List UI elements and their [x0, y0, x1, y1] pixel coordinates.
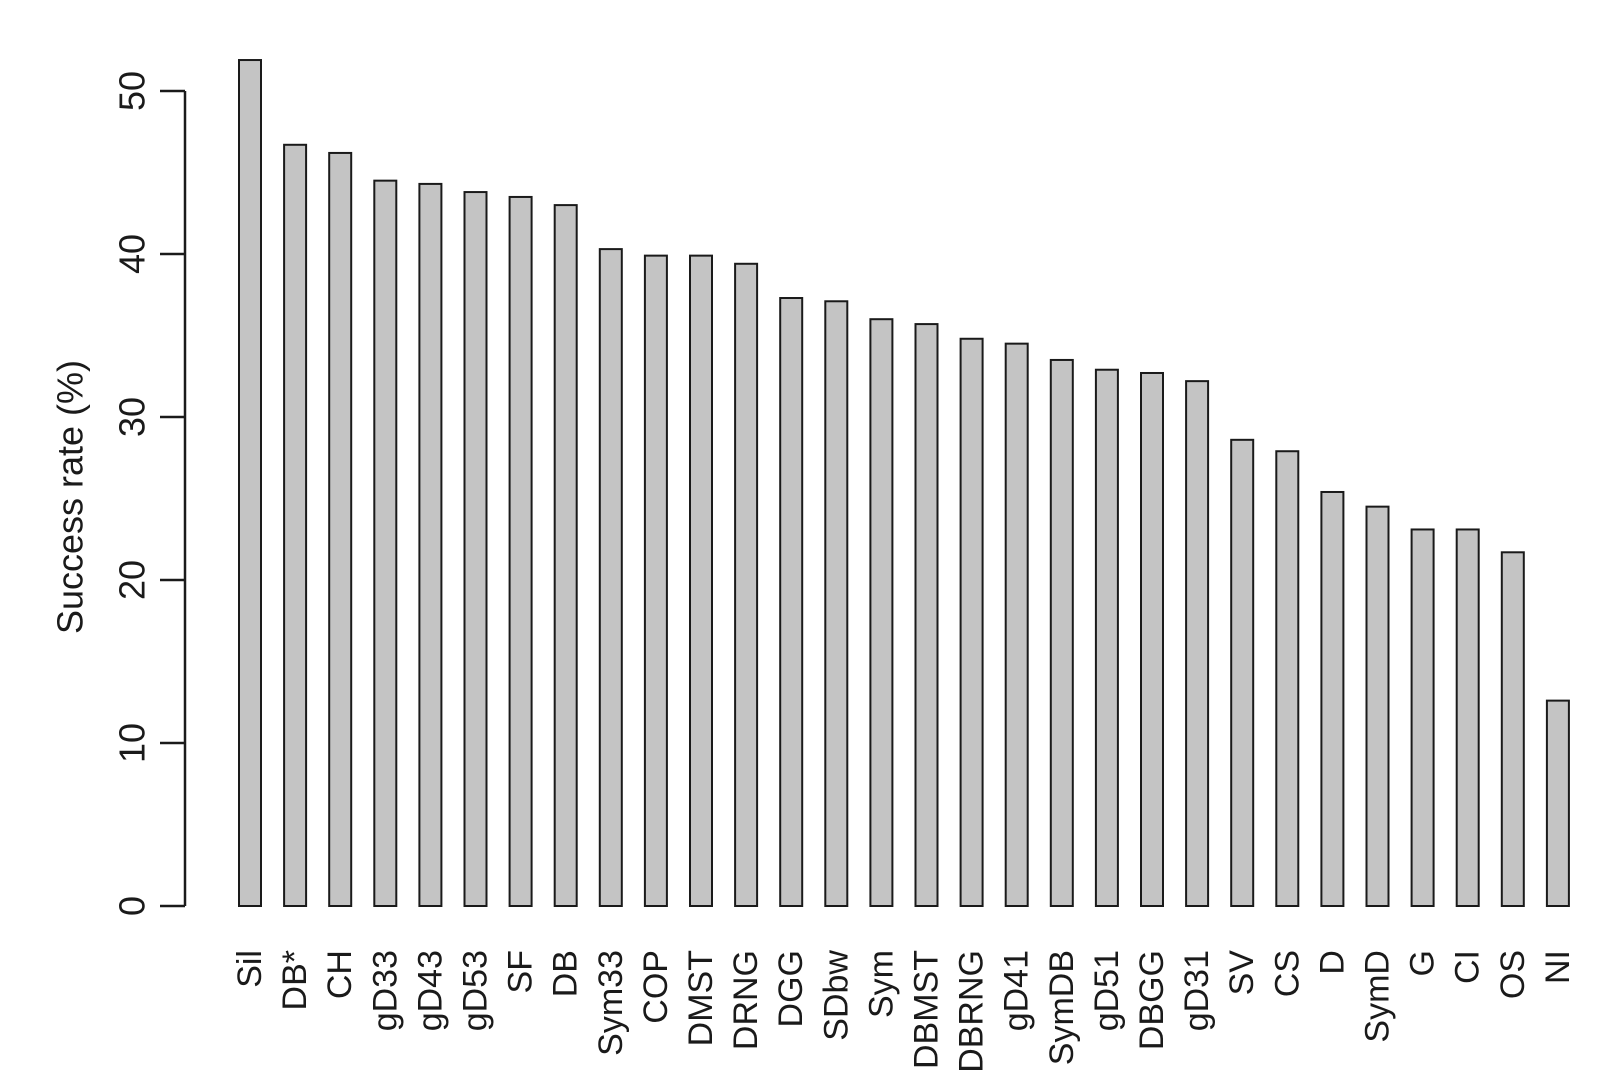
x-tick-label: OS — [1494, 950, 1532, 999]
bar-SF — [508, 195, 533, 907]
bar-SymD — [1365, 505, 1390, 907]
x-tick-label: SymD — [1359, 950, 1397, 1043]
x-tick-label: DMST — [682, 950, 720, 1046]
bar-SymDB — [1049, 358, 1074, 907]
x-tick-label: CS — [1268, 950, 1306, 997]
bar-gD43 — [418, 182, 443, 908]
x-tick-label: D — [1313, 950, 1351, 975]
bar-DRNG — [734, 262, 759, 907]
x-tick-label: NI — [1539, 950, 1577, 984]
x-tick-label: DBMST — [908, 950, 946, 1069]
x-tick-label: DRNG — [727, 950, 765, 1050]
x-tick-label: gD43 — [411, 950, 449, 1031]
bar-NI — [1545, 699, 1570, 907]
x-tick-label: gD31 — [1178, 950, 1216, 1031]
x-tick-label: SDbw — [817, 950, 855, 1041]
bar-DGG — [779, 297, 804, 907]
y-tick-label: 20 — [112, 560, 153, 600]
x-tick-label: DBRNG — [953, 950, 991, 1073]
x-tick-label: SF — [502, 950, 540, 993]
x-tick-label: COP — [637, 950, 675, 1024]
x-tick-label: CH — [321, 950, 359, 999]
bar-gD33 — [373, 179, 398, 907]
bar-SDbw — [824, 300, 849, 907]
bar-D — [1320, 490, 1345, 907]
x-tick-label: DBGG — [1133, 950, 1171, 1050]
y-tick-label: 10 — [112, 723, 153, 763]
x-tick-label: CI — [1449, 950, 1487, 984]
x-tick-label: DB — [547, 950, 585, 997]
x-tick-label: G — [1404, 950, 1442, 976]
bar-gD31 — [1185, 380, 1210, 907]
x-tick-label: DB* — [276, 950, 314, 1010]
y-axis: 0 10 20 30 40 50 — [112, 71, 187, 916]
bar-DB* — [283, 143, 308, 908]
x-tick-label: gD41 — [998, 950, 1036, 1031]
y-tick-label: 40 — [112, 234, 153, 274]
bar-OS — [1500, 551, 1525, 907]
bar-DBGG — [1140, 371, 1164, 907]
y-axis-label: Success rate (%) — [50, 360, 91, 634]
x-tick-label: SymDB — [1043, 950, 1081, 1065]
y-tick-label: 0 — [112, 896, 153, 916]
bar-gD53 — [463, 191, 488, 907]
x-tick-label: Sym33 — [592, 950, 630, 1056]
bar-gD51 — [1094, 368, 1119, 908]
bar-Sym33 — [598, 248, 623, 908]
x-tick-label: gD51 — [1088, 950, 1126, 1031]
x-tick-label: DGG — [772, 950, 810, 1027]
bars-group — [238, 59, 1570, 908]
bar-CS — [1275, 450, 1300, 907]
bar-COP — [643, 254, 668, 907]
y-tick-label: 50 — [112, 71, 153, 111]
x-tick-label: SV — [1223, 950, 1261, 996]
x-tick-label: Sil — [231, 950, 269, 988]
bar-DMST — [689, 254, 713, 907]
y-tick-label: 30 — [112, 397, 153, 437]
bar-SV — [1230, 438, 1255, 907]
bar-G — [1410, 528, 1435, 907]
bar-CI — [1455, 528, 1480, 907]
x-tick-label: gD33 — [366, 950, 404, 1031]
bar-gD41 — [1004, 342, 1029, 907]
x-tick-label: gD53 — [457, 950, 495, 1031]
x-tick-labels: Sil DB* CH gD33 gD43 gD53 SF DB Sym33 COP DMST DRNG… — [231, 950, 1577, 1073]
bar-DBMST — [914, 323, 939, 907]
bar-DB — [553, 204, 578, 908]
x-tick-label: Sym — [862, 950, 900, 1018]
bar-CH — [328, 151, 353, 907]
bar-Sym — [869, 318, 894, 907]
bar-Sil — [238, 59, 262, 907]
bar-DBRNG — [959, 337, 984, 907]
